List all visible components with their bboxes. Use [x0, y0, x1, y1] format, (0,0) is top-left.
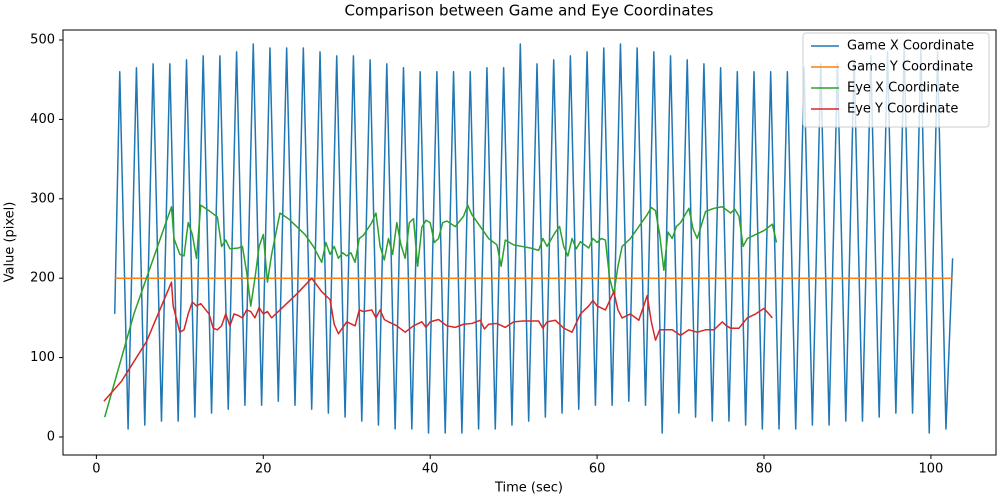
x-tick-label: 80	[756, 462, 773, 477]
y-tick-label: 100	[30, 350, 55, 365]
y-tick-label: 400	[30, 112, 55, 127]
legend-box	[802, 32, 990, 128]
legend-label: Game X Coordinate	[847, 39, 974, 54]
x-tick-label: 100	[918, 462, 943, 477]
y-tick-label: 300	[30, 191, 55, 206]
x-tick-label: 20	[255, 462, 272, 477]
data-line	[104, 204, 778, 418]
chart-title: Comparison between Game and Eye Coordina…	[344, 2, 713, 20]
y-axis-label: Value (pixel)	[3, 202, 18, 283]
legend-label: Game Y Coordinate	[847, 60, 973, 75]
x-axis-label: Time (sec)	[494, 481, 563, 496]
x-tick-label: 0	[92, 462, 100, 477]
data-line	[113, 43, 954, 434]
legend-label: Eye Y Coordinate	[847, 102, 958, 117]
x-tick-label: 40	[422, 462, 439, 477]
y-tick-label: 0	[47, 429, 55, 444]
y-tick-label: 200	[30, 271, 55, 286]
legend: Game X Coordinate Game Y Coordinate Eye X …	[802, 32, 990, 128]
legend-label: Eye X Coordinate	[847, 81, 959, 96]
plot-frame	[62, 29, 997, 456]
data-line	[103, 277, 773, 402]
x-tick-label: 60	[589, 462, 606, 477]
y-tick-label: 500	[30, 33, 55, 48]
